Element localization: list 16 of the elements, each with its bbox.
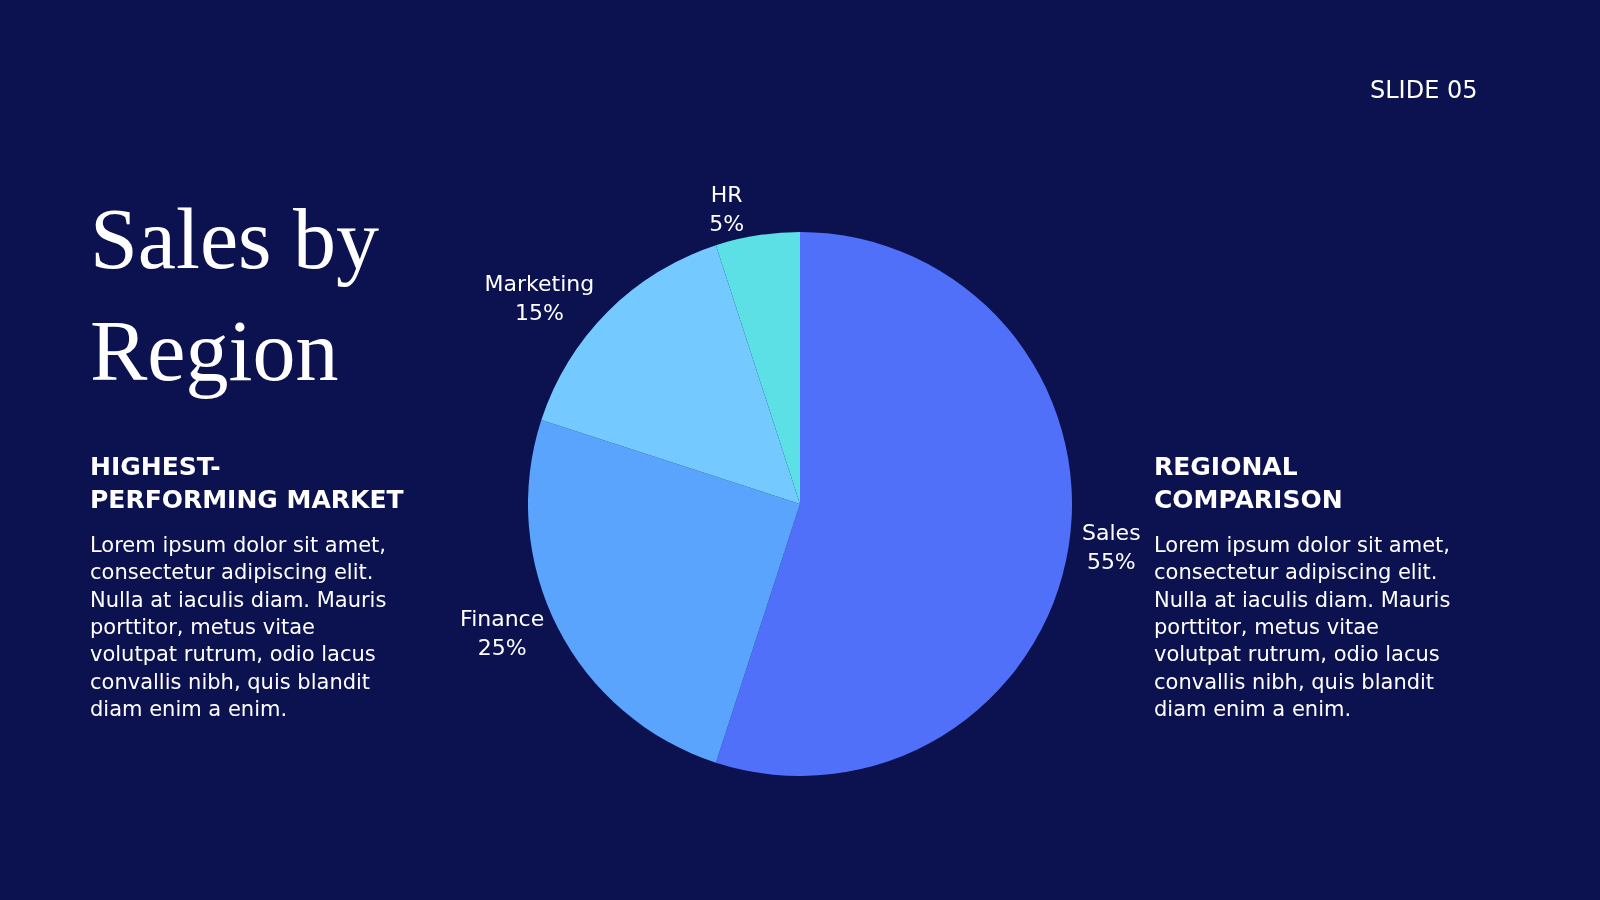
text: REGIONAL COMPARISON <box>1154 452 1343 514</box>
text: Lorem ipsum dolor sit amet, consectetur adipiscing elit. Nulla at iaculis diam. Mauris porttitor, metus vitae volutpat rutrum, odio lacus convallis nibh, quis blandit diam enim a enim. <box>90 533 387 721</box>
pie-slice <box>715 232 1072 776</box>
text: HIGHEST- PERFORMING MARKET <box>90 452 404 514</box>
slice-label: Finance <box>460 606 545 632</box>
pie-slice <box>715 232 800 504</box>
text: SLIDE 05 <box>1370 76 1478 104</box>
text: Lorem ipsum dolor sit amet, consectetur adipiscing elit. Nulla at iaculis diam. Mauris porttitor, metus vitae volutpat rutrum, odio lacus convallis nibh, quis blandit diam enim a enim. <box>1154 533 1451 721</box>
text: Sales by Region <box>90 191 380 399</box>
slice-label: Marketing <box>484 271 595 297</box>
data-label: 5% <box>709 211 745 237</box>
slice-label: HR <box>710 182 743 208</box>
data-label: 15% <box>514 300 564 326</box>
data-label: 55% <box>1086 549 1136 575</box>
data-label: 25% <box>477 634 527 660</box>
slice-label: Sales <box>1082 520 1141 546</box>
